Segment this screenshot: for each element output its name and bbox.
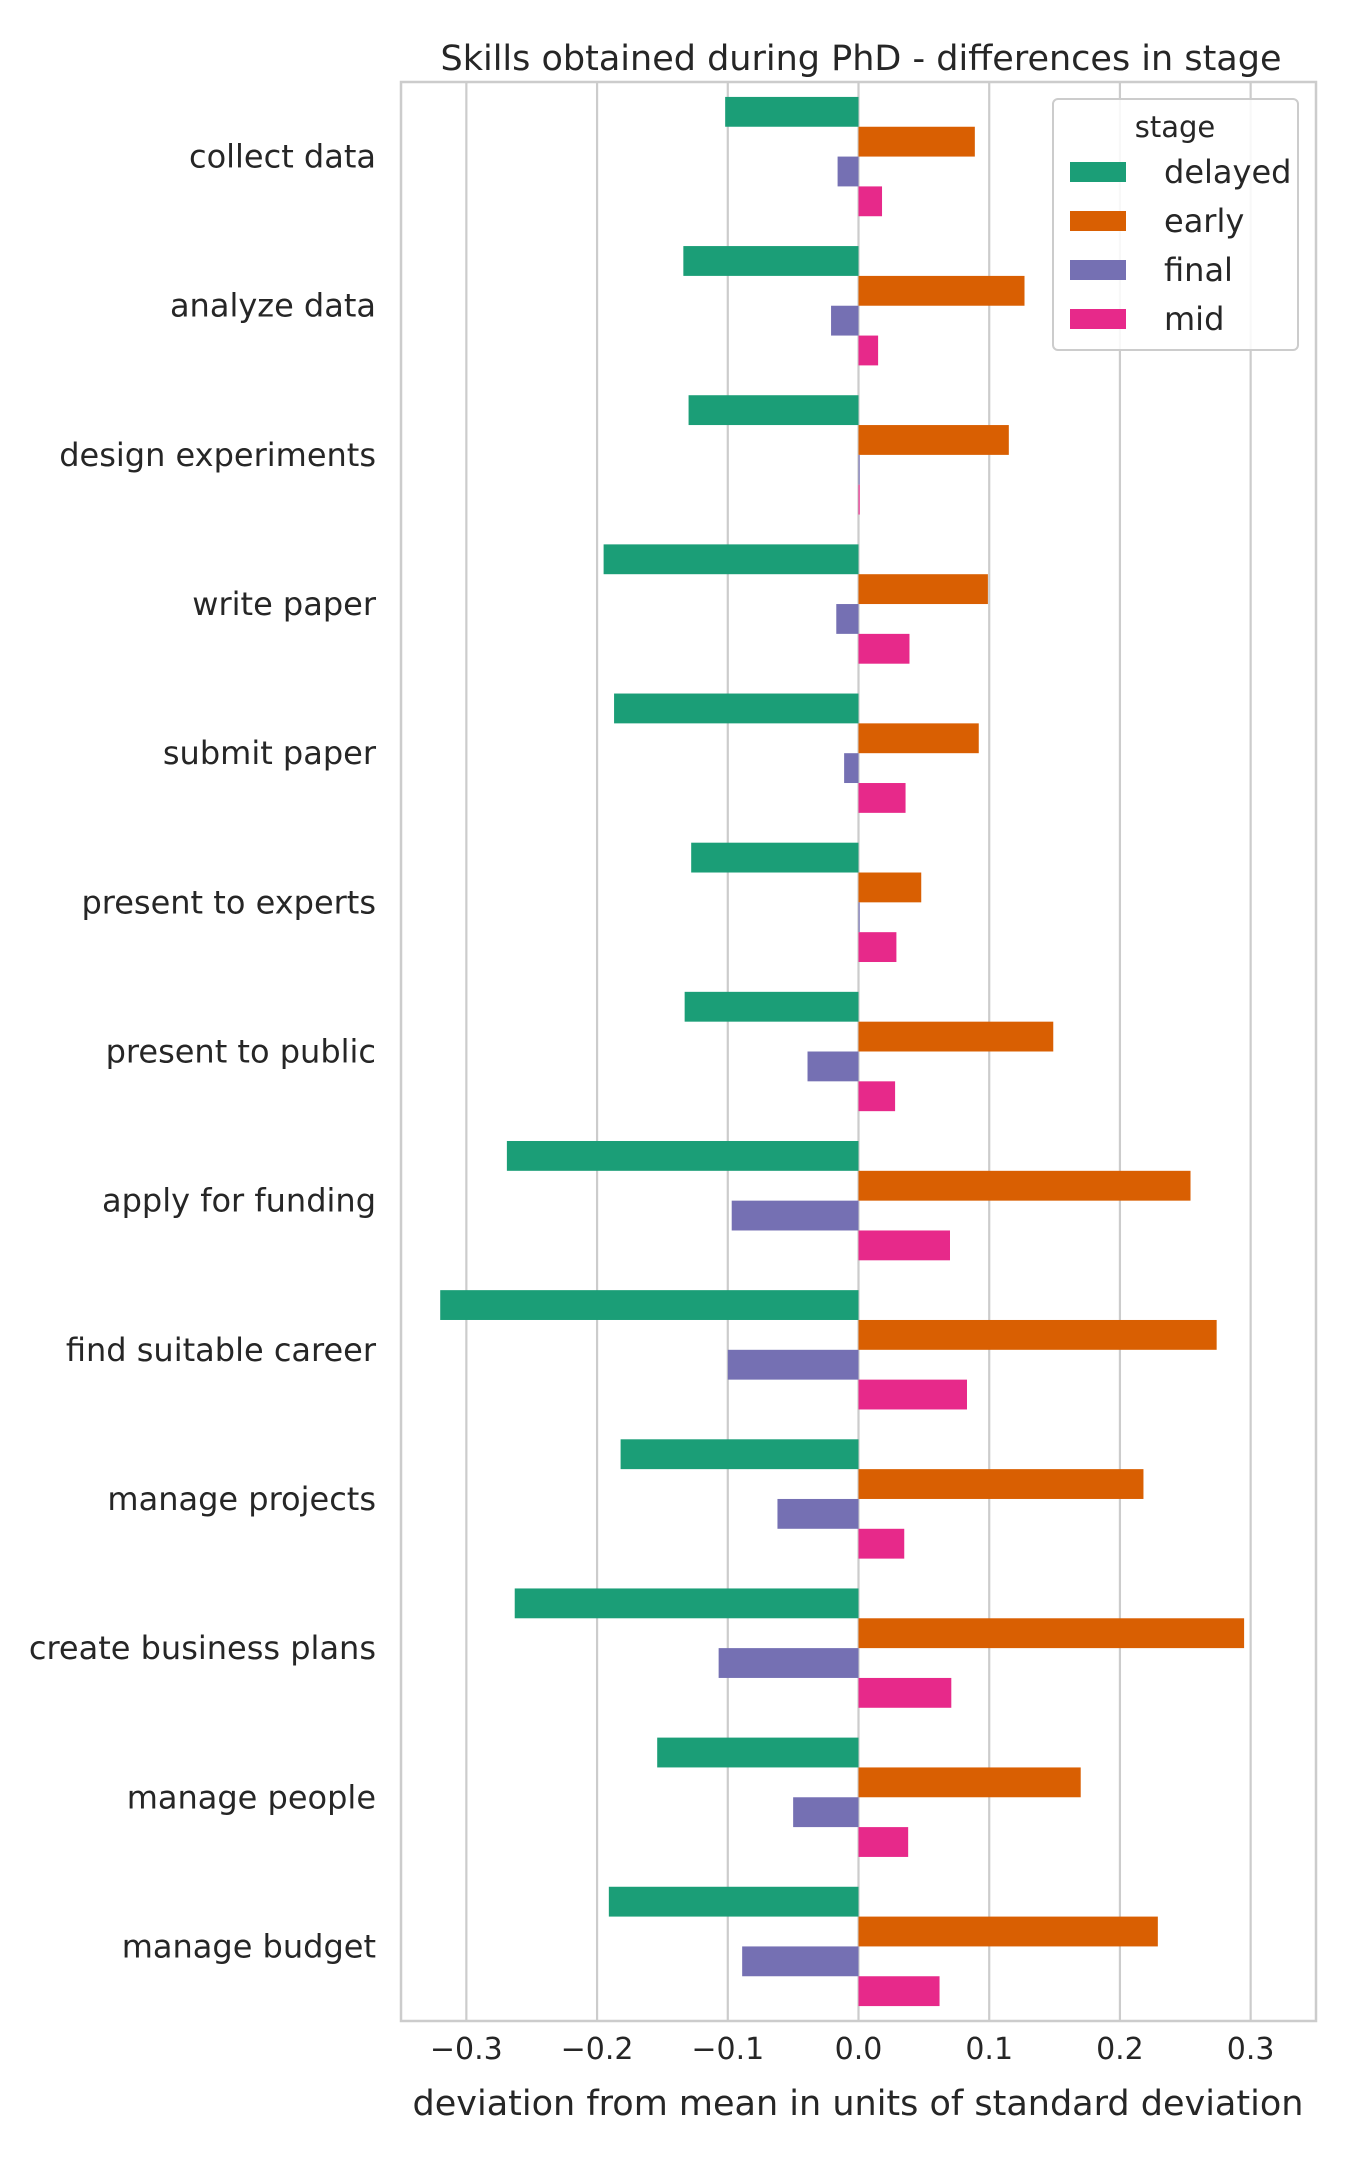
bar-early <box>858 1319 1217 1350</box>
bar-final <box>793 1797 859 1828</box>
x-tick-label: 0.3 <box>1227 2032 1275 2067</box>
legend-label-final: final <box>1164 251 1233 289</box>
x-tick-label: −0.1 <box>691 2032 764 2067</box>
category-label: create business plans <box>29 1629 376 1667</box>
legend-swatch-final <box>1070 260 1126 280</box>
bar-early <box>858 723 979 754</box>
legend-label-delayed: delayed <box>1164 153 1291 191</box>
category-label: manage people <box>127 1778 376 1816</box>
bar-mid <box>858 335 879 366</box>
bar-mid <box>858 1379 967 1410</box>
chart-title: Skills obtained during PhD - differences… <box>440 39 1281 79</box>
category-label: manage budget <box>122 1927 376 1965</box>
bar-delayed <box>691 842 859 873</box>
x-tick-label: 0.2 <box>1096 2032 1144 2067</box>
bar-final <box>777 1498 859 1529</box>
bar-final <box>844 753 859 784</box>
category-label: analyze data <box>170 287 376 325</box>
bar-final <box>718 1648 859 1678</box>
legend: stage delayed early final mid <box>1052 98 1299 351</box>
legend-label-early: early <box>1164 202 1244 240</box>
bar-delayed <box>506 1140 859 1171</box>
legend-swatch-delayed <box>1070 162 1126 182</box>
bar-mid <box>858 1976 940 2007</box>
bar-final <box>858 902 860 933</box>
x-axis-label: deviation from mean in units of standard… <box>413 2084 1304 2124</box>
bar-delayed <box>684 991 859 1022</box>
bar-delayed <box>514 1588 859 1619</box>
bar-mid <box>858 1230 950 1261</box>
bar-mid <box>858 1528 905 1559</box>
bar-final <box>727 1349 859 1380</box>
bar-mid <box>858 1677 952 1708</box>
category-label: apply for funding <box>102 1182 376 1220</box>
bar-mid <box>858 186 883 217</box>
x-tick-label: 0.0 <box>835 2032 883 2067</box>
bar-delayed <box>688 395 859 426</box>
bar-early <box>858 1767 1081 1798</box>
category-label: present to public <box>106 1033 376 1071</box>
category-label: design experiments <box>59 436 376 474</box>
bar-delayed <box>620 1439 859 1470</box>
x-tick-label: −0.2 <box>561 2032 634 2067</box>
bar-mid <box>858 633 910 664</box>
x-tick-label: 0.1 <box>965 2032 1013 2067</box>
bar-mid <box>858 932 897 963</box>
bar-delayed <box>440 1290 859 1320</box>
bar-delayed <box>614 693 859 724</box>
category-label: find suitable career <box>66 1331 377 1369</box>
bar-final <box>731 1200 859 1231</box>
bar-early <box>858 872 922 903</box>
bar-early <box>858 1170 1191 1201</box>
bar-early <box>858 1021 1054 1052</box>
bar-early <box>858 126 975 157</box>
bar-delayed <box>657 1737 859 1768</box>
bar-mid <box>858 484 860 515</box>
legend-box <box>1052 98 1299 351</box>
x-tick-label: −0.3 <box>430 2032 503 2067</box>
bar-delayed <box>725 96 859 127</box>
bar-final <box>742 1946 859 1977</box>
legend-swatch-early <box>1070 211 1126 231</box>
bar-early <box>858 1469 1144 1499</box>
bar-delayed <box>608 1886 859 1917</box>
category-label: present to experts <box>81 883 376 921</box>
bar-early <box>858 425 1009 455</box>
bar-early <box>858 1618 1245 1649</box>
bar-mid <box>858 783 906 813</box>
category-label: write paper <box>192 585 377 623</box>
legend-title: stage <box>1135 110 1216 144</box>
legend-label-mid: mid <box>1164 300 1224 338</box>
bar-final <box>836 604 859 634</box>
bar-early <box>858 574 988 605</box>
legend-swatch-mid <box>1070 309 1126 329</box>
bar-early <box>858 275 1025 306</box>
plot-frame <box>399 80 1318 2023</box>
bar-mid <box>858 1827 909 1857</box>
category-label: collect data <box>189 138 376 176</box>
bar-final <box>837 156 859 187</box>
bar-final <box>858 454 860 485</box>
bar-delayed <box>683 246 859 276</box>
bar-early <box>858 1916 1158 1947</box>
bar-mid <box>858 1081 896 1112</box>
bar-delayed <box>603 544 859 575</box>
bar-final <box>831 305 859 336</box>
bar-final <box>807 1051 859 1082</box>
category-label: submit paper <box>163 734 377 772</box>
category-label: manage projects <box>107 1480 376 1518</box>
